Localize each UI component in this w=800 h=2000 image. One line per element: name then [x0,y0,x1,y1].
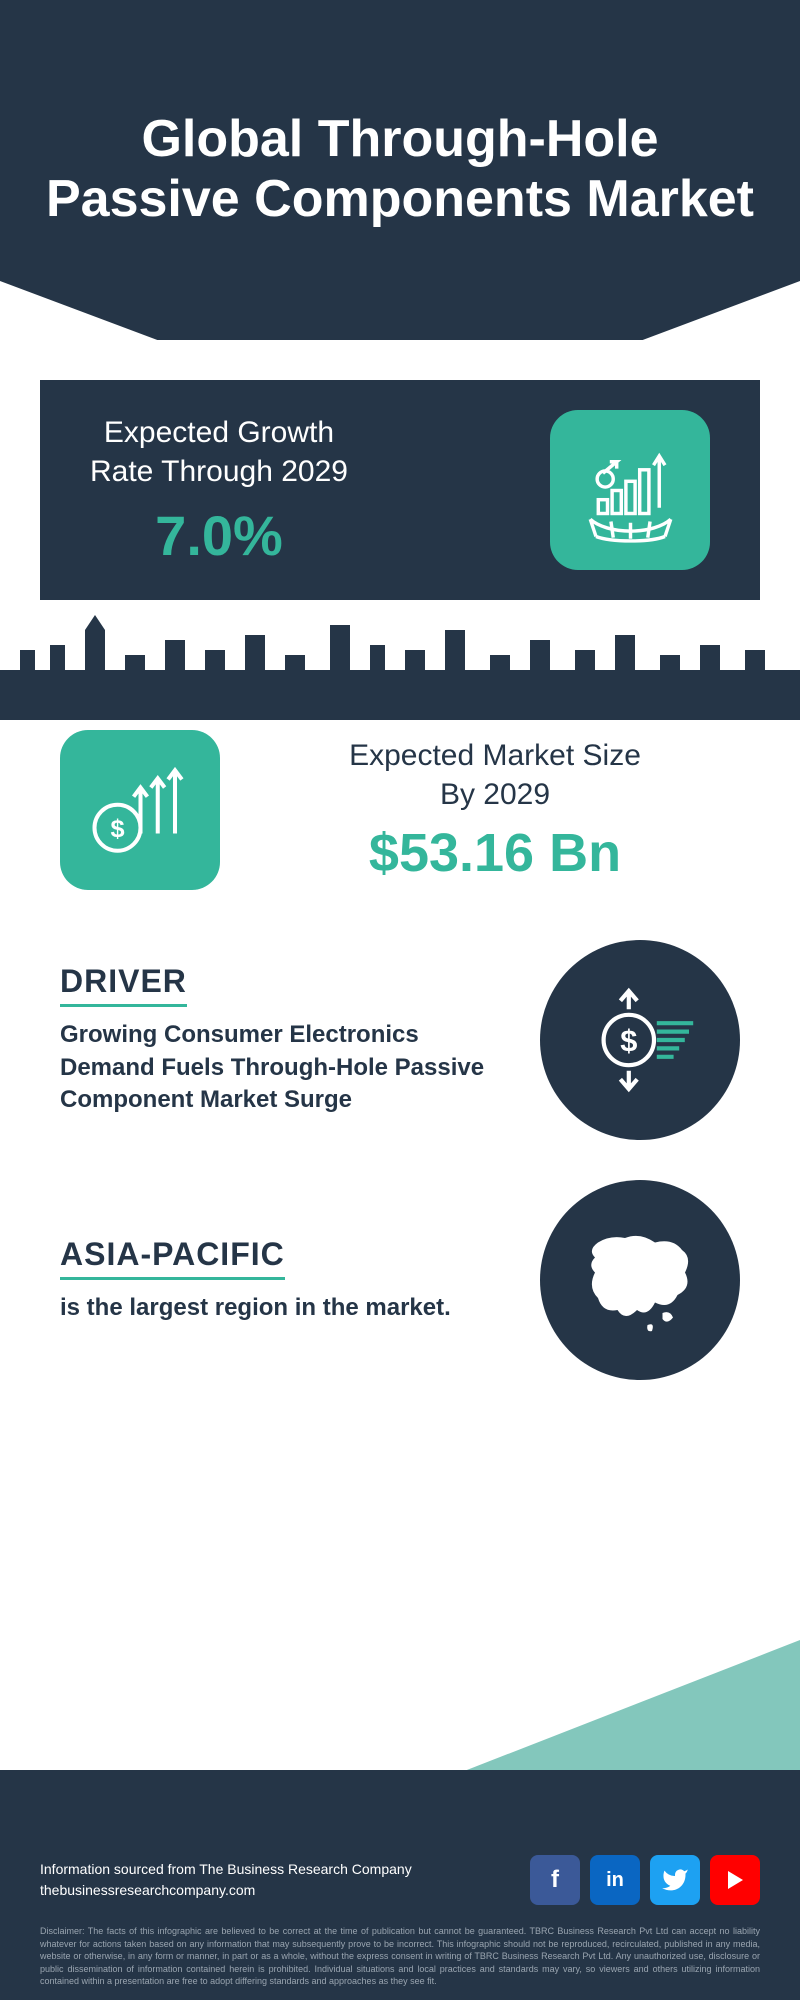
page-title: Global Through-Hole Passive Components M… [40,110,760,230]
disclaimer-text: Disclaimer: The facts of this infographi… [40,1925,760,1988]
source-line-2: thebusinessresearchcompany.com [40,1880,412,1901]
globe-growth-icon [550,410,710,570]
svg-text:$: $ [110,814,124,842]
driver-text: DRIVER Growing Consumer Electronics Dema… [60,963,510,1116]
source-line-1: Information sourced from The Business Re… [40,1859,412,1880]
growth-value: 7.0% [90,503,348,568]
region-heading: ASIA-PACIFIC [60,1236,285,1280]
growth-rate-panel: Expected Growth Rate Through 2029 7.0% [40,380,760,600]
twitter-icon[interactable] [650,1855,700,1905]
dollar-arrows-icon: $ [60,730,220,890]
region-body: is the largest region in the market. [60,1292,510,1324]
decorative-triangle [0,281,160,341]
size-label-1: Expected Market Size [250,736,740,775]
driver-block: DRIVER Growing Consumer Electronics Dema… [0,930,800,1150]
facebook-icon[interactable]: f [530,1855,580,1905]
growth-text: Expected Growth Rate Through 2029 7.0% [90,413,348,568]
size-label-2: By 2029 [250,775,740,814]
decorative-triangle [640,281,800,341]
driver-body: Growing Consumer Electronics Demand Fuel… [60,1019,510,1116]
footer-dark: Information sourced from The Business Re… [0,1770,800,2000]
youtube-icon[interactable] [710,1855,760,1905]
social-links: f in [530,1855,760,1905]
footer: Information sourced from The Business Re… [0,1770,800,2000]
growth-label-2: Rate Through 2029 [90,452,348,491]
svg-text:$: $ [620,1023,637,1058]
skyline-decoration [0,600,800,720]
size-value: $53.16 Bn [250,822,740,884]
region-block: ASIA-PACIFIC is the largest region in th… [0,1170,800,1390]
driver-heading: DRIVER [60,963,187,1007]
market-size-text: Expected Market Size By 2029 $53.16 Bn [250,736,740,884]
region-text: ASIA-PACIFIC is the largest region in th… [60,1236,510,1324]
dollar-exchange-icon: $ [540,940,740,1140]
asia-map-icon [540,1180,740,1380]
growth-label-1: Expected Growth [90,413,348,452]
linkedin-icon[interactable]: in [590,1855,640,1905]
header: Global Through-Hole Passive Components M… [0,0,800,340]
footer-source: Information sourced from The Business Re… [40,1859,412,1901]
market-size-panel: $ Expected Market Size By 2029 $53.16 Bn [0,720,800,930]
